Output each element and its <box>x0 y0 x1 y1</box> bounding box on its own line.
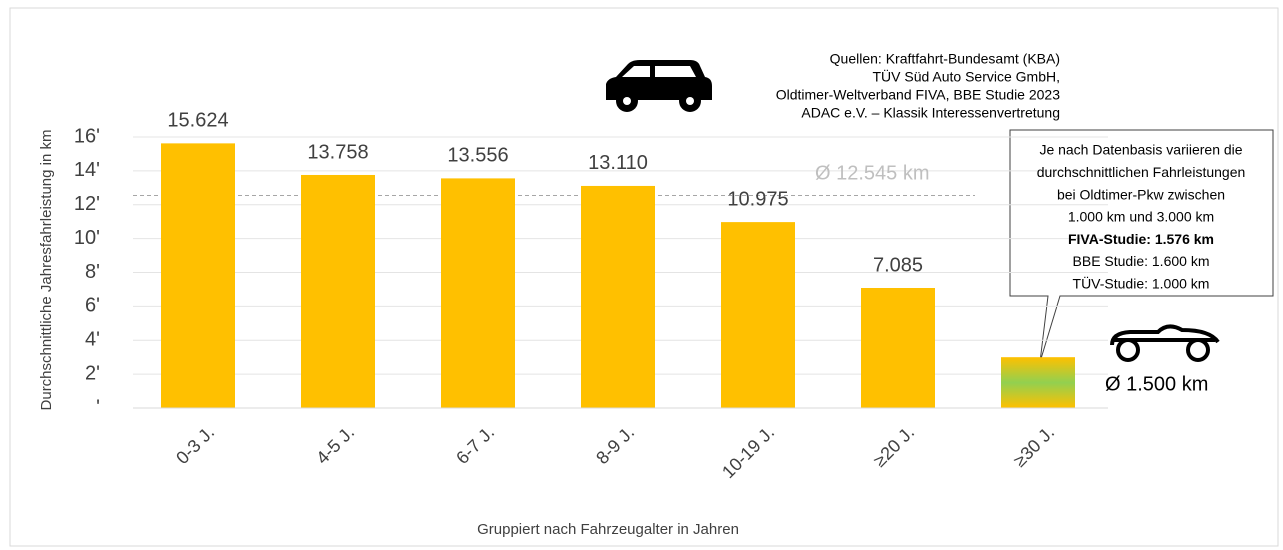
y-tick-label: 12' <box>74 193 100 215</box>
car-icon <box>606 60 712 112</box>
callout-text: durchschnittlichen Fahrleistungen <box>1037 164 1246 180</box>
y-tick-label: 16' <box>74 125 100 147</box>
value-label: 13.556 <box>447 145 508 167</box>
y-tick-label: 8' <box>85 261 100 283</box>
average-label: Ø 12.545 km <box>815 162 930 184</box>
bar <box>721 222 795 408</box>
callout-text: Je nach Datenbasis variieren die <box>1039 142 1242 158</box>
bar <box>581 185 655 408</box>
callout-text: BBE Studie: 1.600 km <box>1073 253 1210 269</box>
source-text: Oldtimer-Weltverband FIVA, BBE Studie 20… <box>776 87 1060 103</box>
callout-text: 1.000 km und 3.000 km <box>1068 209 1214 225</box>
value-label: 13.758 <box>307 141 368 163</box>
oldtimer-label: Ø 1.500 km <box>1105 373 1208 395</box>
y-tick-label: 2' <box>85 362 100 384</box>
value-label: 10.975 <box>727 188 788 210</box>
value-label: 15.624 <box>167 110 228 132</box>
bar <box>441 178 515 408</box>
callout-text: bei Oldtimer-Pkw zwischen <box>1057 186 1225 202</box>
bar <box>161 143 235 408</box>
bar <box>301 174 375 408</box>
oldtimer-icon <box>1110 324 1220 362</box>
y-tick-label: 10' <box>74 227 100 249</box>
source-text: Quellen: Kraftfahrt-Bundesamt (KBA) <box>830 51 1060 67</box>
source-text: TÜV Süd Auto Service GmbH, <box>872 68 1060 85</box>
value-label: 7.085 <box>873 254 923 276</box>
callout-text: TÜV-Studie: 1.000 km <box>1073 275 1210 292</box>
callout-box <box>1009 129 1274 363</box>
y-axis-title: Durchschnittliche Jahresfahrleistung in … <box>38 130 55 411</box>
bar <box>861 287 935 408</box>
source-text: ADAC e.V. – Klassik Interessenvertretung <box>801 105 1060 121</box>
bar <box>1001 357 1075 408</box>
y-tick-label: 6' <box>85 295 100 317</box>
y-tick-label: ' <box>96 396 100 418</box>
callout-text: FIVA-Studie: 1.576 km <box>1068 231 1214 247</box>
y-tick-label: 4' <box>85 329 100 351</box>
x-axis-title: Gruppiert nach Fahrzeugalter in Jahren <box>477 521 739 538</box>
y-tick-label: 14' <box>74 159 100 181</box>
value-label: 13.110 <box>588 152 648 174</box>
